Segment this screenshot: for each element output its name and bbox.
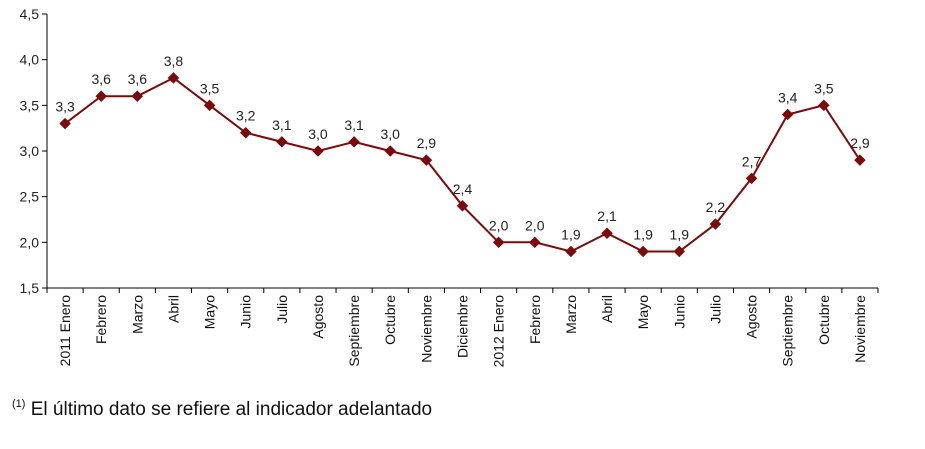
x-tick-label: Abril <box>165 295 181 323</box>
x-tick-label: Junio <box>671 295 687 329</box>
x-tick-label: Noviembre <box>852 295 868 363</box>
data-point <box>528 236 541 249</box>
data-label: 3,6 <box>91 71 111 87</box>
data-point <box>348 136 360 148</box>
data-label: 2,9 <box>417 135 437 151</box>
data-point <box>384 145 397 157</box>
line-chart: 1,5 2,0 2,5 3,0 3,5 4,0 4,5 2011 Enero Febrero M… <box>20 6 879 368</box>
footnote-marker: (1) <box>12 398 26 410</box>
y-axis-ticks: 1,5 2,0 2,5 3,0 3,5 4,0 4,5 <box>20 6 47 296</box>
data-point <box>709 218 722 230</box>
data-point <box>601 227 613 240</box>
x-tick-label: Abril <box>599 295 615 323</box>
data-label: 3,5 <box>200 80 220 96</box>
data-point <box>275 136 288 148</box>
data-point <box>59 117 71 130</box>
data-point <box>456 199 469 212</box>
x-tick-label: 2011 Enero <box>57 295 73 367</box>
data-label: 3,6 <box>128 71 148 87</box>
y-tick-label: 1,5 <box>20 280 40 296</box>
data-point <box>781 108 794 121</box>
y-tick-label: 3,0 <box>20 143 40 159</box>
data-point <box>312 145 324 157</box>
data-label: 3,3 <box>55 99 75 115</box>
x-tick-label: Mayo <box>635 295 651 329</box>
x-tick-label: 2012 Enero <box>491 295 507 368</box>
data-label: 1,9 <box>670 226 690 242</box>
footnote-text: El último dato se refiere al indicador a… <box>25 399 433 420</box>
x-tick-label: Octubre <box>382 295 398 345</box>
data-label: 3,5 <box>814 80 834 96</box>
data-point <box>420 154 433 166</box>
x-tick-label: Septiembre <box>346 295 362 367</box>
x-tick-label: Diciembre <box>455 295 471 358</box>
data-label: 3,1 <box>344 117 364 133</box>
data-point <box>854 154 866 166</box>
y-tick-label: 2,0 <box>20 234 40 250</box>
x-tick-label: Octubre <box>816 295 832 345</box>
data-label: 3,2 <box>236 108 256 124</box>
y-tick-label: 4,0 <box>20 52 40 68</box>
x-tick-label: Mayo <box>202 295 218 329</box>
series-markers <box>59 72 866 258</box>
data-point <box>203 99 216 112</box>
data-label: 2,2 <box>706 199 726 215</box>
x-tick-label: Julio <box>707 295 723 324</box>
x-tick-label: Marzo <box>563 295 579 334</box>
x-tick-label: Noviembre <box>418 295 434 363</box>
data-point <box>95 90 108 103</box>
footnote: (1) El último dato se refiere al indicad… <box>12 398 432 421</box>
data-label: 3,0 <box>308 126 328 142</box>
x-tick-label: Agosto <box>744 295 760 339</box>
data-point <box>637 245 650 258</box>
data-label: 2,1 <box>597 208 617 224</box>
y-tick-label: 3,5 <box>20 97 40 113</box>
x-axis-ticks: 2011 Enero Febrero Marzo Abril Mayo Junio Juli… <box>46 288 879 368</box>
x-tick-label: Febrero <box>527 295 543 344</box>
data-label: 3,1 <box>272 117 292 133</box>
data-label: 1,9 <box>561 226 581 242</box>
data-label: 2,0 <box>489 217 509 233</box>
series-line <box>64 76 861 253</box>
x-tick-label: Febrero <box>93 295 109 344</box>
y-tick-label: 2,5 <box>20 189 40 205</box>
x-tick-label: Agosto <box>310 295 326 339</box>
data-label: 1,9 <box>633 226 653 242</box>
data-label: 2,9 <box>850 135 870 151</box>
data-point <box>565 245 577 258</box>
x-tick-label: Junio <box>238 295 254 329</box>
data-label: 3,4 <box>778 89 798 105</box>
data-label: 2,7 <box>742 153 762 169</box>
y-tick-label: 4,5 <box>20 6 40 22</box>
data-point <box>673 245 686 258</box>
data-label: 3,0 <box>381 126 401 142</box>
data-point <box>167 72 180 84</box>
x-tick-label: Septiembre <box>780 295 796 367</box>
data-label: 2,0 <box>525 217 545 233</box>
data-point <box>492 236 505 249</box>
data-label: 2,4 <box>453 181 473 197</box>
data-labels: 3,3 3,6 3,6 3,8 3,5 3,2 3,1 3,0 3,1 3,0 2,9 2,4 2,0 2… <box>55 53 870 243</box>
x-tick-label: Julio <box>274 295 290 324</box>
data-point <box>239 126 252 139</box>
data-point <box>817 99 830 112</box>
data-label: 3,8 <box>164 53 184 69</box>
data-point <box>745 172 758 185</box>
x-tick-label: Marzo <box>129 295 145 334</box>
data-point <box>131 90 144 103</box>
